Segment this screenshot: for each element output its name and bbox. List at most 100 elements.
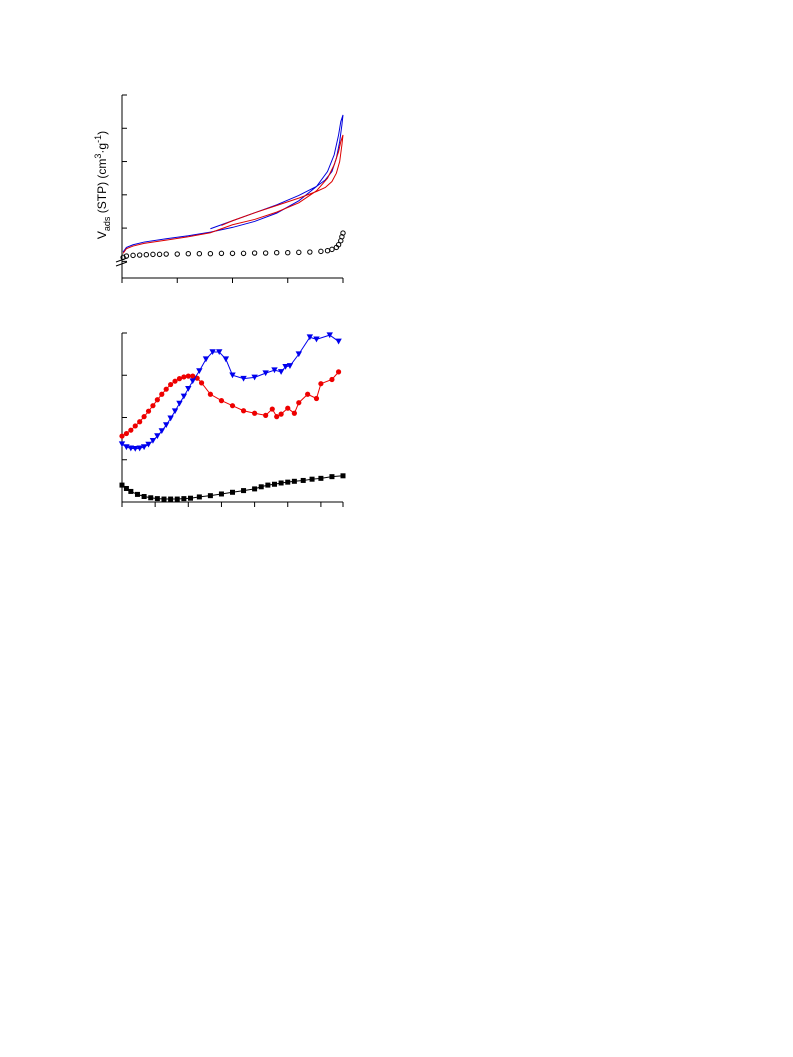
- marker: [277, 369, 285, 375]
- marker: [240, 408, 247, 414]
- marker: [271, 481, 277, 487]
- marker: [158, 428, 165, 435]
- marker: [145, 441, 152, 448]
- y-axis-label-part: 3: [93, 154, 103, 159]
- marker: [324, 248, 331, 254]
- marker: [136, 445, 143, 452]
- marker: [136, 252, 143, 258]
- marker: [335, 369, 342, 375]
- marker: [209, 349, 216, 356]
- marker: [207, 391, 213, 397]
- marker: [148, 495, 154, 501]
- y-axis-label-part: -1: [93, 135, 103, 143]
- marker: [305, 391, 311, 397]
- marker: [176, 400, 183, 407]
- marker: [132, 445, 139, 452]
- marker: [134, 491, 140, 497]
- marker: [326, 332, 333, 339]
- marker: [128, 427, 134, 433]
- marker: [278, 480, 284, 486]
- marker: [230, 489, 235, 495]
- marker: [156, 251, 163, 258]
- marker: [207, 493, 213, 499]
- marker: [335, 338, 342, 345]
- marker: [207, 251, 214, 257]
- marker: [318, 381, 324, 387]
- marker: [174, 496, 180, 502]
- marker: [140, 444, 148, 451]
- marker: [150, 403, 156, 409]
- marker: [176, 376, 183, 382]
- marker: [181, 496, 187, 502]
- marker: [154, 397, 160, 403]
- marker: [241, 488, 247, 494]
- marker: [340, 473, 346, 479]
- marker: [150, 251, 156, 258]
- marker: [318, 475, 324, 481]
- marker: [185, 373, 191, 379]
- marker: [218, 398, 225, 404]
- marker: [154, 496, 160, 502]
- marker: [229, 403, 236, 409]
- marker: [128, 488, 134, 494]
- marker: [291, 478, 297, 484]
- marker: [291, 410, 297, 416]
- y-axis-label-part: ·g: [95, 143, 109, 154]
- marker: [218, 491, 224, 497]
- marker: [172, 378, 178, 384]
- marker: [271, 367, 278, 374]
- marker: [229, 372, 236, 379]
- marker: [222, 356, 230, 363]
- marker: [269, 406, 275, 412]
- marker: [335, 242, 342, 248]
- marker: [196, 494, 202, 500]
- marker: [145, 408, 152, 414]
- marker: [189, 378, 196, 385]
- marker: [258, 484, 264, 490]
- marker: [163, 251, 169, 257]
- marker: [285, 250, 291, 256]
- marker: [340, 230, 346, 236]
- marker: [265, 482, 271, 488]
- marker: [163, 422, 170, 429]
- marker: [274, 250, 280, 256]
- marker: [252, 486, 258, 492]
- series-line: [122, 114, 344, 253]
- marker: [296, 249, 302, 256]
- marker: [123, 430, 130, 437]
- marker: [251, 374, 258, 381]
- marker: [263, 412, 269, 418]
- marker: [119, 433, 125, 439]
- marker: [300, 477, 306, 483]
- marker: [252, 410, 258, 416]
- marker: [196, 368, 203, 375]
- marker: [188, 495, 194, 501]
- marker: [123, 253, 130, 259]
- marker: [185, 251, 192, 257]
- marker: [180, 393, 188, 400]
- marker: [190, 373, 196, 379]
- marker: [185, 385, 192, 392]
- marker: [119, 482, 125, 488]
- marker: [274, 414, 280, 420]
- marker: [143, 252, 150, 258]
- marker: [295, 351, 302, 358]
- marker: [171, 408, 179, 415]
- marker: [127, 445, 135, 452]
- marker: [149, 437, 157, 444]
- marker: [141, 414, 147, 420]
- y-axis-label-part: (STP) (cm: [95, 159, 109, 217]
- marker: [296, 400, 302, 406]
- marker: [137, 419, 143, 425]
- marker: [240, 250, 247, 257]
- marker: [123, 485, 129, 491]
- marker: [132, 423, 138, 429]
- marker: [262, 250, 269, 256]
- marker: [306, 334, 314, 341]
- marker: [120, 254, 126, 261]
- y-axis-label: Vads (STP) (cm3·g-1): [93, 131, 112, 239]
- marker: [313, 336, 320, 343]
- marker: [159, 391, 165, 397]
- marker: [229, 250, 236, 257]
